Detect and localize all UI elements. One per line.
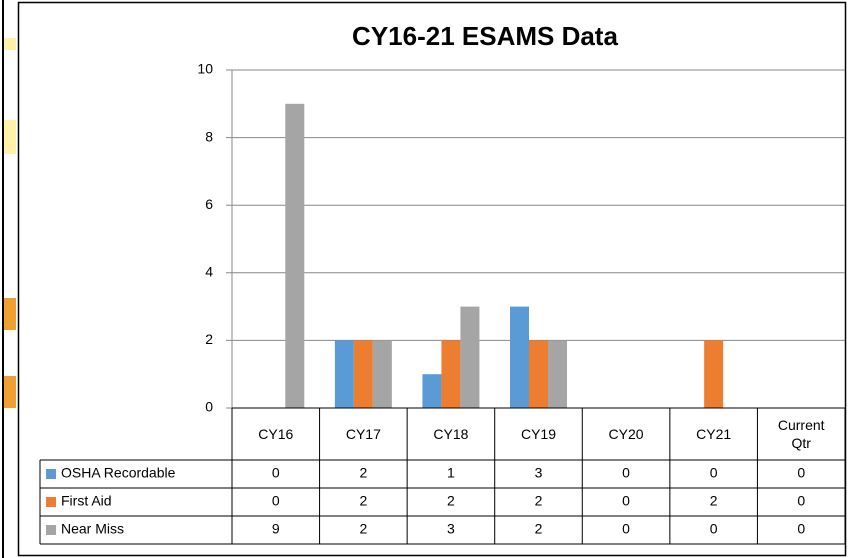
sheet-cell [4, 120, 16, 154]
bar [422, 374, 442, 408]
x-tick-label: CY17 [345, 426, 381, 442]
table-value: 0 [622, 493, 630, 509]
sheet-cell [4, 376, 16, 408]
bar [285, 103, 305, 409]
bar [334, 340, 354, 408]
sheet-cell [4, 298, 16, 330]
x-tick-label: CY20 [608, 426, 644, 442]
legend-label: OSHA Recordable [61, 465, 176, 481]
table-value: 0 [710, 521, 718, 537]
table-value: 2 [710, 493, 718, 509]
x-tick-label: CY16 [258, 426, 294, 442]
legend-label: Near Miss [61, 521, 124, 537]
table-value: 0 [272, 465, 280, 481]
y-tick-label: 10 [197, 61, 213, 77]
y-tick-label: 0 [205, 399, 213, 415]
bar [372, 340, 392, 408]
bar [529, 340, 548, 408]
bar [704, 340, 724, 408]
bar [548, 340, 567, 408]
table-value: 0 [272, 493, 280, 509]
legend-swatch [46, 497, 56, 507]
table-value: 2 [535, 493, 543, 509]
y-tick-label: 6 [205, 196, 213, 212]
table-value: 2 [447, 493, 455, 509]
x-tick-label: Current Qtr [777, 417, 825, 451]
table-value: 1 [447, 465, 455, 481]
x-tick-label: CY18 [433, 426, 469, 442]
legend-label: First Aid [61, 493, 112, 509]
table-value: 3 [535, 465, 543, 481]
legend-swatch [46, 469, 56, 479]
table-value: 2 [359, 465, 367, 481]
table-value: 0 [797, 493, 805, 509]
table-value: 2 [359, 493, 367, 509]
bar [460, 306, 480, 408]
table-value: 9 [272, 521, 280, 537]
sheet-cell [4, 38, 16, 50]
legend-swatch [46, 525, 56, 535]
y-tick-label: 4 [205, 264, 213, 280]
x-tick-label: CY19 [520, 426, 557, 442]
table-value: 0 [622, 521, 630, 537]
table-value: 2 [359, 521, 367, 537]
bar [353, 340, 373, 408]
table-value: 0 [797, 521, 805, 537]
table-value: 0 [710, 465, 718, 481]
chart-title: CY16-21 ESAMS Data [352, 21, 618, 51]
bar [510, 306, 529, 408]
table-value: 2 [535, 521, 543, 537]
x-tick-label: CY21 [696, 426, 732, 442]
table-value: 0 [797, 465, 805, 481]
table-value: 3 [447, 521, 455, 537]
y-tick-label: 8 [205, 128, 213, 144]
chart-border [17, 1, 847, 557]
bar [441, 340, 461, 408]
table-value: 0 [622, 465, 630, 481]
y-tick-label: 2 [205, 331, 213, 347]
